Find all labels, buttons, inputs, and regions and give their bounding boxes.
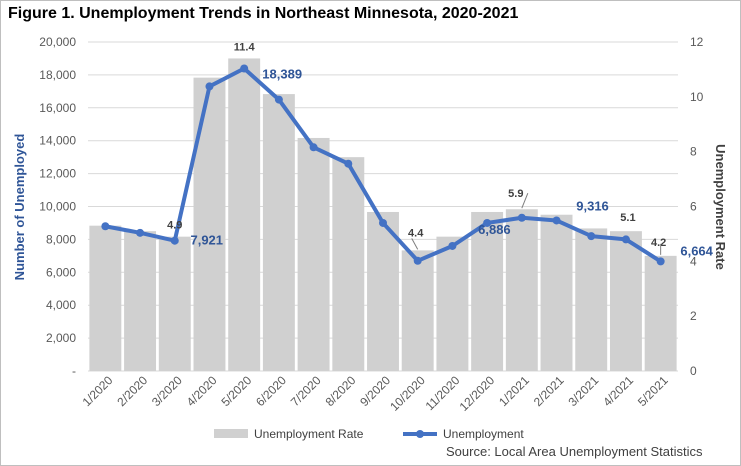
unemployment-point <box>101 222 110 231</box>
rate-bar <box>124 231 157 371</box>
x-tick-label: 10/2020 <box>387 373 428 414</box>
unemployment-point <box>656 257 665 266</box>
right-axis-ticks: 0 2 4 6 8 10 12 <box>690 35 704 378</box>
rate-bar <box>297 137 330 371</box>
data-labels: 4.9 11.4 4.4 5.9 5.1 4.2 7,921 18,389 6,886 9,316… <box>167 41 714 258</box>
left-tick-label: 4,000 <box>46 298 76 312</box>
left-tick-label: 2,000 <box>46 331 76 345</box>
rate-bar <box>436 236 469 371</box>
x-tick-label: 1/2020 <box>80 373 116 409</box>
x-tick-label: 2/2021 <box>531 373 567 409</box>
x-tick-label: 1/2021 <box>496 373 532 409</box>
right-tick-label: 0 <box>690 364 697 378</box>
unemployment-point <box>448 241 457 250</box>
rate-bar <box>89 225 122 371</box>
rate-bar <box>158 236 191 371</box>
left-tick-label: 16,000 <box>39 101 76 115</box>
rate-bar <box>505 209 538 371</box>
unemployment-point <box>240 64 249 73</box>
unemployment-point <box>413 256 422 265</box>
legend: Unemployment Rate Unemployment <box>214 427 524 441</box>
unemployment-data-label: 7,921 <box>190 233 223 248</box>
unemployment-point <box>170 236 179 245</box>
right-tick-label: 4 <box>690 254 697 268</box>
unemployment-line <box>101 64 665 266</box>
left-axis-ticks: - 2,000 4,000 6,000 8,000 10,000 12,000 14,000 1… <box>39 35 76 378</box>
legend-swatch-marker <box>416 430 424 438</box>
left-tick-label: 14,000 <box>39 134 76 148</box>
x-axis-ticks: 1/20202/20203/20204/20205/20206/20207/20… <box>80 373 671 414</box>
right-tick-label: 8 <box>690 145 697 159</box>
unemployment-data-label: 9,316 <box>576 198 609 213</box>
x-tick-label: 2/2020 <box>114 373 150 409</box>
source-note: Source: Local Area Unemployment Statisti… <box>446 444 703 459</box>
x-tick-label: 4/2020 <box>184 373 220 409</box>
x-tick-label: 12/2020 <box>457 373 498 414</box>
chart-title: Figure 1. Unemployment Trends in Northea… <box>8 5 519 22</box>
unemployment-point <box>309 143 318 152</box>
x-tick-label: 7/2020 <box>288 373 324 409</box>
unemployment-point <box>483 218 492 227</box>
rate-bar <box>609 231 642 371</box>
left-tick-label: 10,000 <box>39 200 76 214</box>
unemployment-data-label: 18,389 <box>262 67 302 82</box>
unemployment-point <box>587 232 596 241</box>
rate-data-label: 4.2 <box>651 237 666 249</box>
left-tick-label: 18,000 <box>39 68 76 82</box>
unemployment-point <box>379 218 387 227</box>
unemployment-point <box>621 235 630 244</box>
unemployment-point <box>552 216 561 225</box>
right-tick-label: 2 <box>690 309 697 323</box>
rate-data-label: 5.1 <box>620 212 635 224</box>
rate-data-label: 11.4 <box>234 41 256 53</box>
right-tick-label: 6 <box>690 200 697 214</box>
left-tick-label: 12,000 <box>39 167 76 181</box>
x-tick-label: 6/2020 <box>253 373 289 409</box>
left-tick-label: 20,000 <box>39 35 76 49</box>
x-tick-label: 5/2020 <box>218 373 254 409</box>
left-tick-label: 8,000 <box>46 232 76 246</box>
y-axis-title-left: Number of Unemployed <box>12 134 27 281</box>
x-tick-label: 11/2020 <box>423 373 463 413</box>
label-leader-line <box>411 238 419 250</box>
unemployment-point <box>517 213 526 222</box>
unemployment-data-label: 6,664 <box>680 243 713 258</box>
rate-bar <box>575 228 608 371</box>
rate-bars <box>89 58 677 372</box>
rate-bar <box>262 94 295 371</box>
rate-data-label: 4.4 <box>408 227 424 239</box>
label-leader-line <box>521 193 529 209</box>
x-tick-label: 5/2021 <box>635 373 671 409</box>
x-tick-label: 3/2021 <box>566 373 602 409</box>
rate-bar <box>540 214 573 371</box>
legend-label-rate: Unemployment Rate <box>254 427 364 441</box>
rate-bar <box>228 58 261 371</box>
x-tick-label: 4/2021 <box>600 373 636 409</box>
right-tick-label: 12 <box>690 35 704 49</box>
right-tick-label: 10 <box>690 90 704 104</box>
rate-bar <box>471 211 504 371</box>
rate-bar <box>401 250 434 371</box>
unemployment-point <box>136 228 145 237</box>
left-tick-label: 6,000 <box>46 265 76 279</box>
unemployment-data-label: 6,886 <box>478 222 511 237</box>
legend-swatch-rate <box>214 429 248 438</box>
rate-bar <box>367 211 399 371</box>
rate-bar <box>193 77 226 372</box>
legend-label-unemployment: Unemployment <box>443 427 524 441</box>
rate-data-label: 4.9 <box>167 220 182 232</box>
unemployment-point <box>205 82 214 91</box>
rate-bar <box>332 157 365 371</box>
x-tick-label: 3/2020 <box>149 373 185 409</box>
unemployment-point <box>344 159 353 168</box>
rate-data-label: 5.9 <box>508 188 523 200</box>
left-tick-label: - <box>72 364 76 378</box>
unemployment-point <box>274 95 283 104</box>
x-tick-label: 8/2020 <box>323 373 359 409</box>
rate-bar <box>644 255 677 371</box>
y-axis-title-right: Unemployment Rate <box>713 144 728 270</box>
